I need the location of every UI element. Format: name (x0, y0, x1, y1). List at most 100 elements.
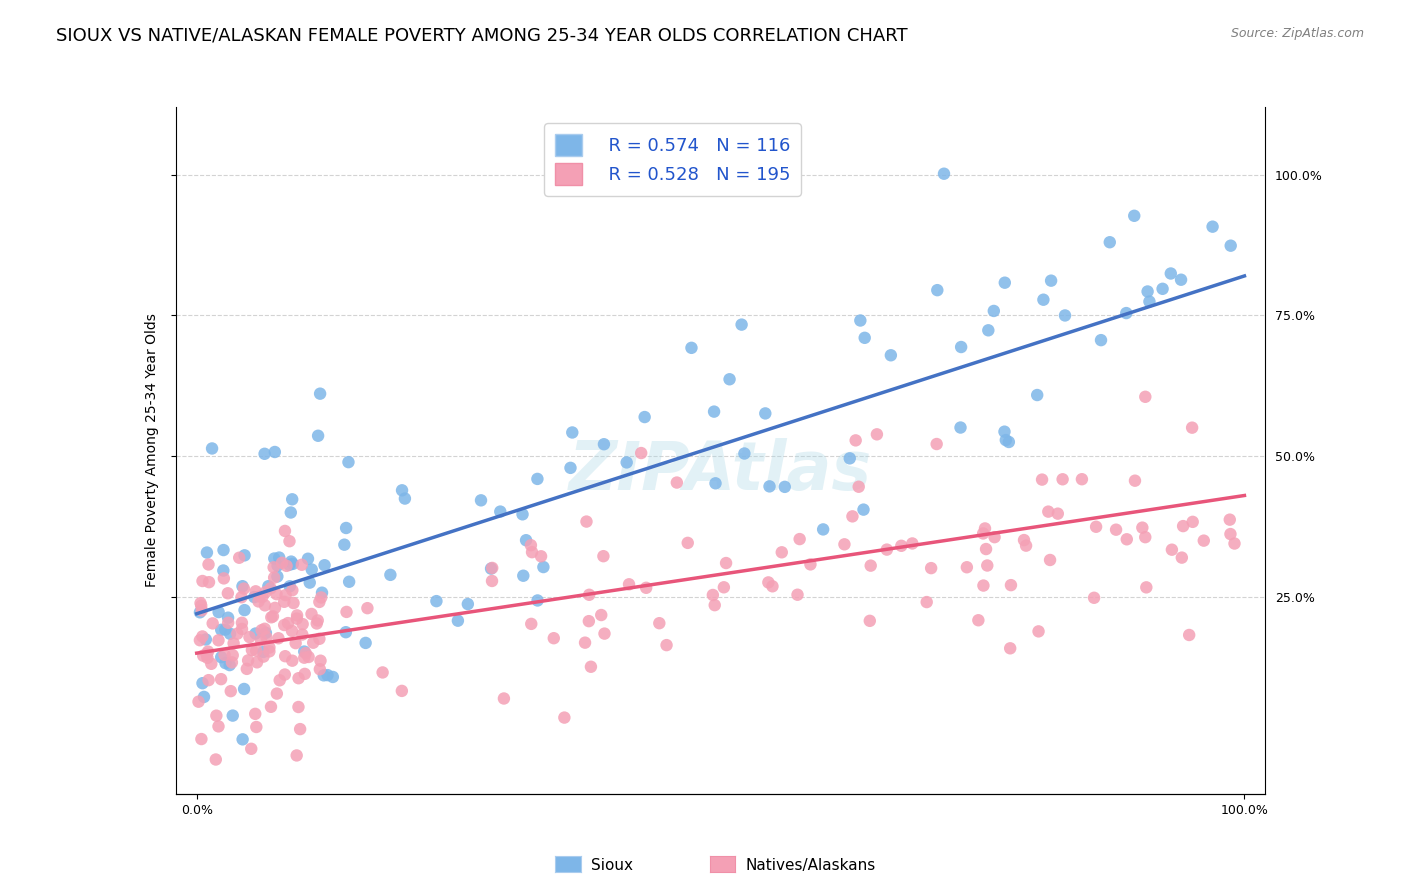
Point (314, 558, 336, 573)
Point (233, 549, 256, 563)
Point (578, 614, 600, 628)
Point (291, 627, 314, 641)
Point (301, 562, 323, 576)
Point (274, 649, 297, 664)
Point (553, 710, 575, 724)
Point (578, 588, 600, 602)
Point (733, 446, 755, 460)
Point (967, 613, 990, 627)
Point (273, 595, 295, 609)
Point (1090, 333, 1112, 347)
Point (188, 633, 211, 648)
Point (267, 632, 290, 646)
Point (301, 607, 323, 621)
Point (260, 610, 283, 624)
Text: Sioux: Sioux (591, 858, 633, 872)
Point (1031, 473, 1053, 487)
Point (266, 587, 288, 601)
Point (756, 575, 779, 590)
Point (972, 578, 994, 592)
Point (276, 558, 298, 573)
Point (233, 681, 256, 696)
Point (526, 593, 548, 607)
Point (236, 662, 259, 676)
Point (591, 607, 613, 622)
Point (288, 722, 311, 736)
Point (1052, 472, 1074, 486)
Point (704, 476, 727, 491)
Point (252, 645, 274, 659)
Point (283, 596, 305, 610)
Point (287, 700, 309, 714)
Point (866, 427, 889, 442)
Point (786, 588, 808, 602)
Point (730, 318, 752, 332)
Point (636, 581, 658, 595)
Point (1098, 235, 1121, 250)
Point (214, 648, 236, 662)
Point (1026, 388, 1049, 402)
Legend:   R = 0.574   N = 116,   R = 0.528   N = 195: R = 0.574 N = 116, R = 0.528 N = 195 (544, 123, 801, 196)
Point (201, 616, 224, 631)
Point (308, 662, 330, 676)
Point (190, 599, 212, 613)
Point (246, 656, 269, 670)
Point (1135, 530, 1157, 544)
Point (1012, 533, 1035, 547)
Point (219, 684, 242, 698)
Point (191, 574, 214, 588)
Point (307, 429, 329, 443)
Point (197, 558, 219, 572)
Point (274, 667, 297, 681)
Point (634, 410, 657, 425)
Point (285, 748, 308, 763)
Point (848, 480, 870, 494)
Point (188, 605, 211, 619)
Point (520, 616, 543, 631)
Point (273, 618, 295, 632)
Point (285, 612, 308, 626)
Point (281, 624, 304, 638)
Point (257, 579, 280, 593)
Point (655, 638, 678, 652)
Point (278, 558, 301, 572)
Point (200, 657, 222, 671)
Point (219, 626, 242, 640)
Point (956, 560, 979, 574)
Point (972, 526, 994, 541)
Point (1135, 390, 1157, 404)
Point (703, 404, 725, 418)
Point (702, 588, 724, 602)
Text: Source: ZipAtlas.com: Source: ZipAtlas.com (1230, 27, 1364, 40)
Point (245, 720, 267, 734)
Point (231, 622, 253, 636)
Point (1171, 519, 1194, 533)
Point (481, 561, 503, 575)
Point (1136, 285, 1159, 299)
Point (1115, 533, 1137, 547)
Point (574, 635, 596, 649)
Point (447, 614, 470, 628)
Point (593, 437, 616, 451)
Point (1219, 238, 1241, 252)
Point (1181, 420, 1204, 434)
Point (876, 542, 898, 557)
Point (250, 623, 273, 637)
Point (228, 550, 250, 565)
Point (218, 658, 240, 673)
Y-axis label: Female Poverty Among 25-34 Year Olds: Female Poverty Among 25-34 Year Olds (145, 313, 159, 588)
Point (927, 283, 949, 297)
Point (354, 636, 377, 650)
Point (198, 575, 221, 590)
Point (287, 671, 309, 685)
Point (245, 706, 267, 721)
Point (515, 533, 537, 548)
Point (294, 666, 316, 681)
Point (197, 644, 219, 658)
Point (561, 425, 583, 440)
Point (207, 605, 229, 619)
Point (543, 631, 565, 645)
Point (226, 626, 249, 640)
Point (718, 372, 741, 386)
Point (271, 556, 294, 570)
